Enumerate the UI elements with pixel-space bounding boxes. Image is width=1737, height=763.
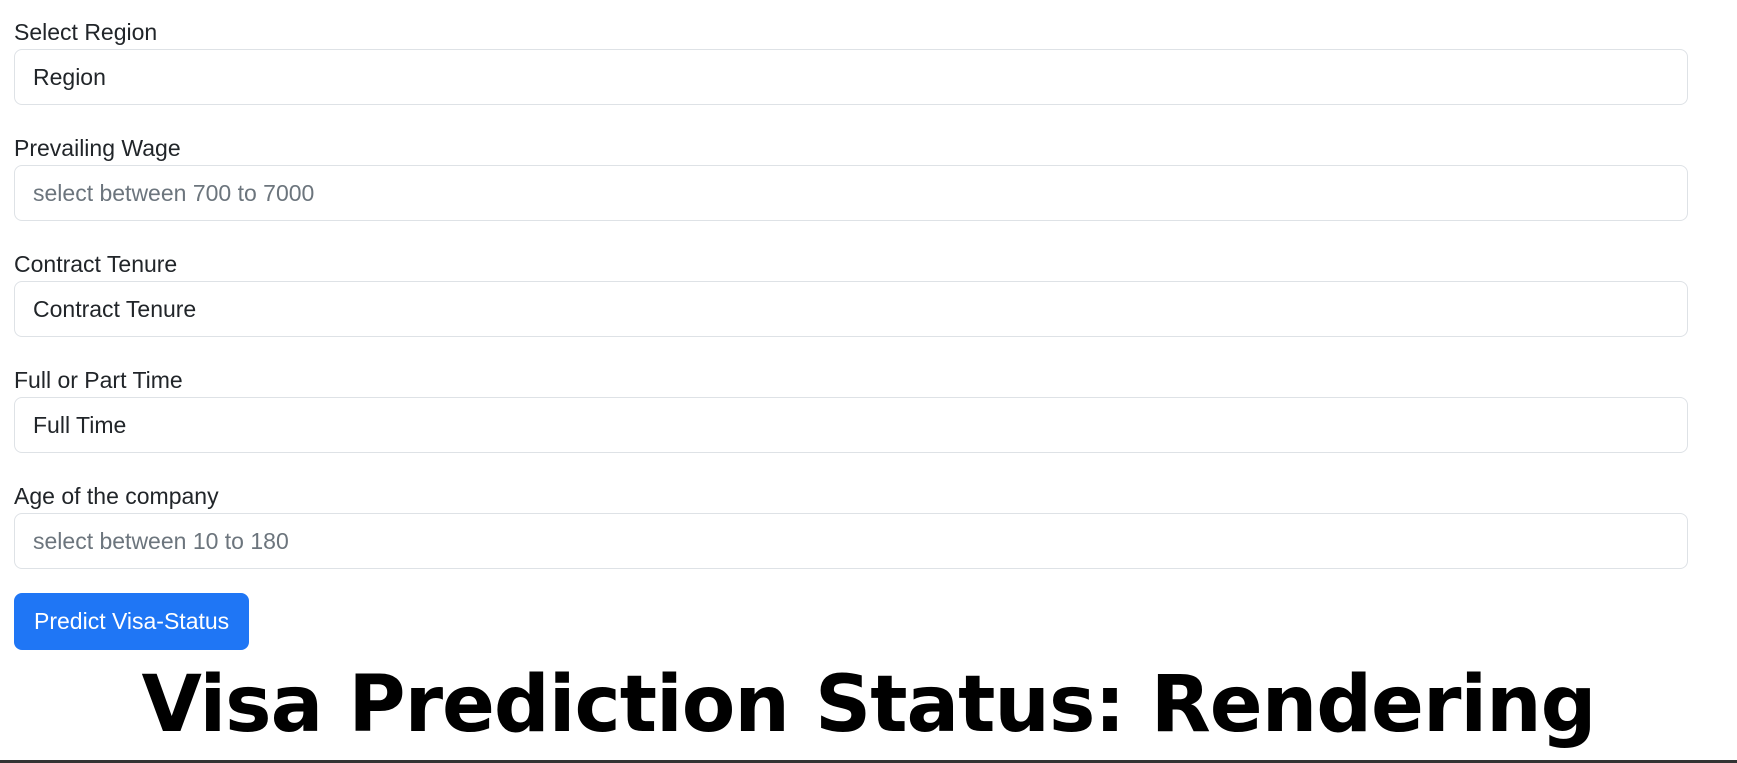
company-age-input[interactable]: [14, 513, 1688, 569]
contract-tenure-select[interactable]: Contract Tenure: [14, 281, 1688, 337]
full-part-time-select[interactable]: Full Time: [14, 397, 1688, 453]
company-age-label: Age of the company: [14, 483, 219, 509]
tenure-group: Contract Tenure Contract Tenure: [14, 232, 1688, 348]
tenure-selected-value: Contract Tenure: [33, 295, 197, 322]
region-selected-value: Region: [33, 63, 106, 90]
wage-group: Prevailing Wage: [14, 116, 1688, 232]
employment-selected-value: Full Time: [33, 411, 127, 438]
company-age-group: Age of the company: [14, 464, 1688, 580]
visa-prediction-form: Select Region Region Prevailing Wage Con…: [14, 0, 1688, 580]
prevailing-wage-input[interactable]: [14, 165, 1688, 221]
region-select[interactable]: Region: [14, 49, 1688, 105]
region-group: Select Region Region: [14, 0, 1688, 116]
region-label: Select Region: [14, 19, 158, 45]
predict-visa-status-button[interactable]: Predict Visa-Status: [14, 593, 250, 650]
employment-label: Full or Part Time: [14, 367, 183, 393]
tenure-label: Contract Tenure: [14, 251, 178, 277]
bottom-divider: [0, 760, 1737, 763]
wage-label: Prevailing Wage: [14, 135, 181, 161]
prediction-status-heading: Visa Prediction Status: Rendering: [141, 660, 1596, 750]
employment-group: Full or Part Time Full Time: [14, 348, 1688, 464]
